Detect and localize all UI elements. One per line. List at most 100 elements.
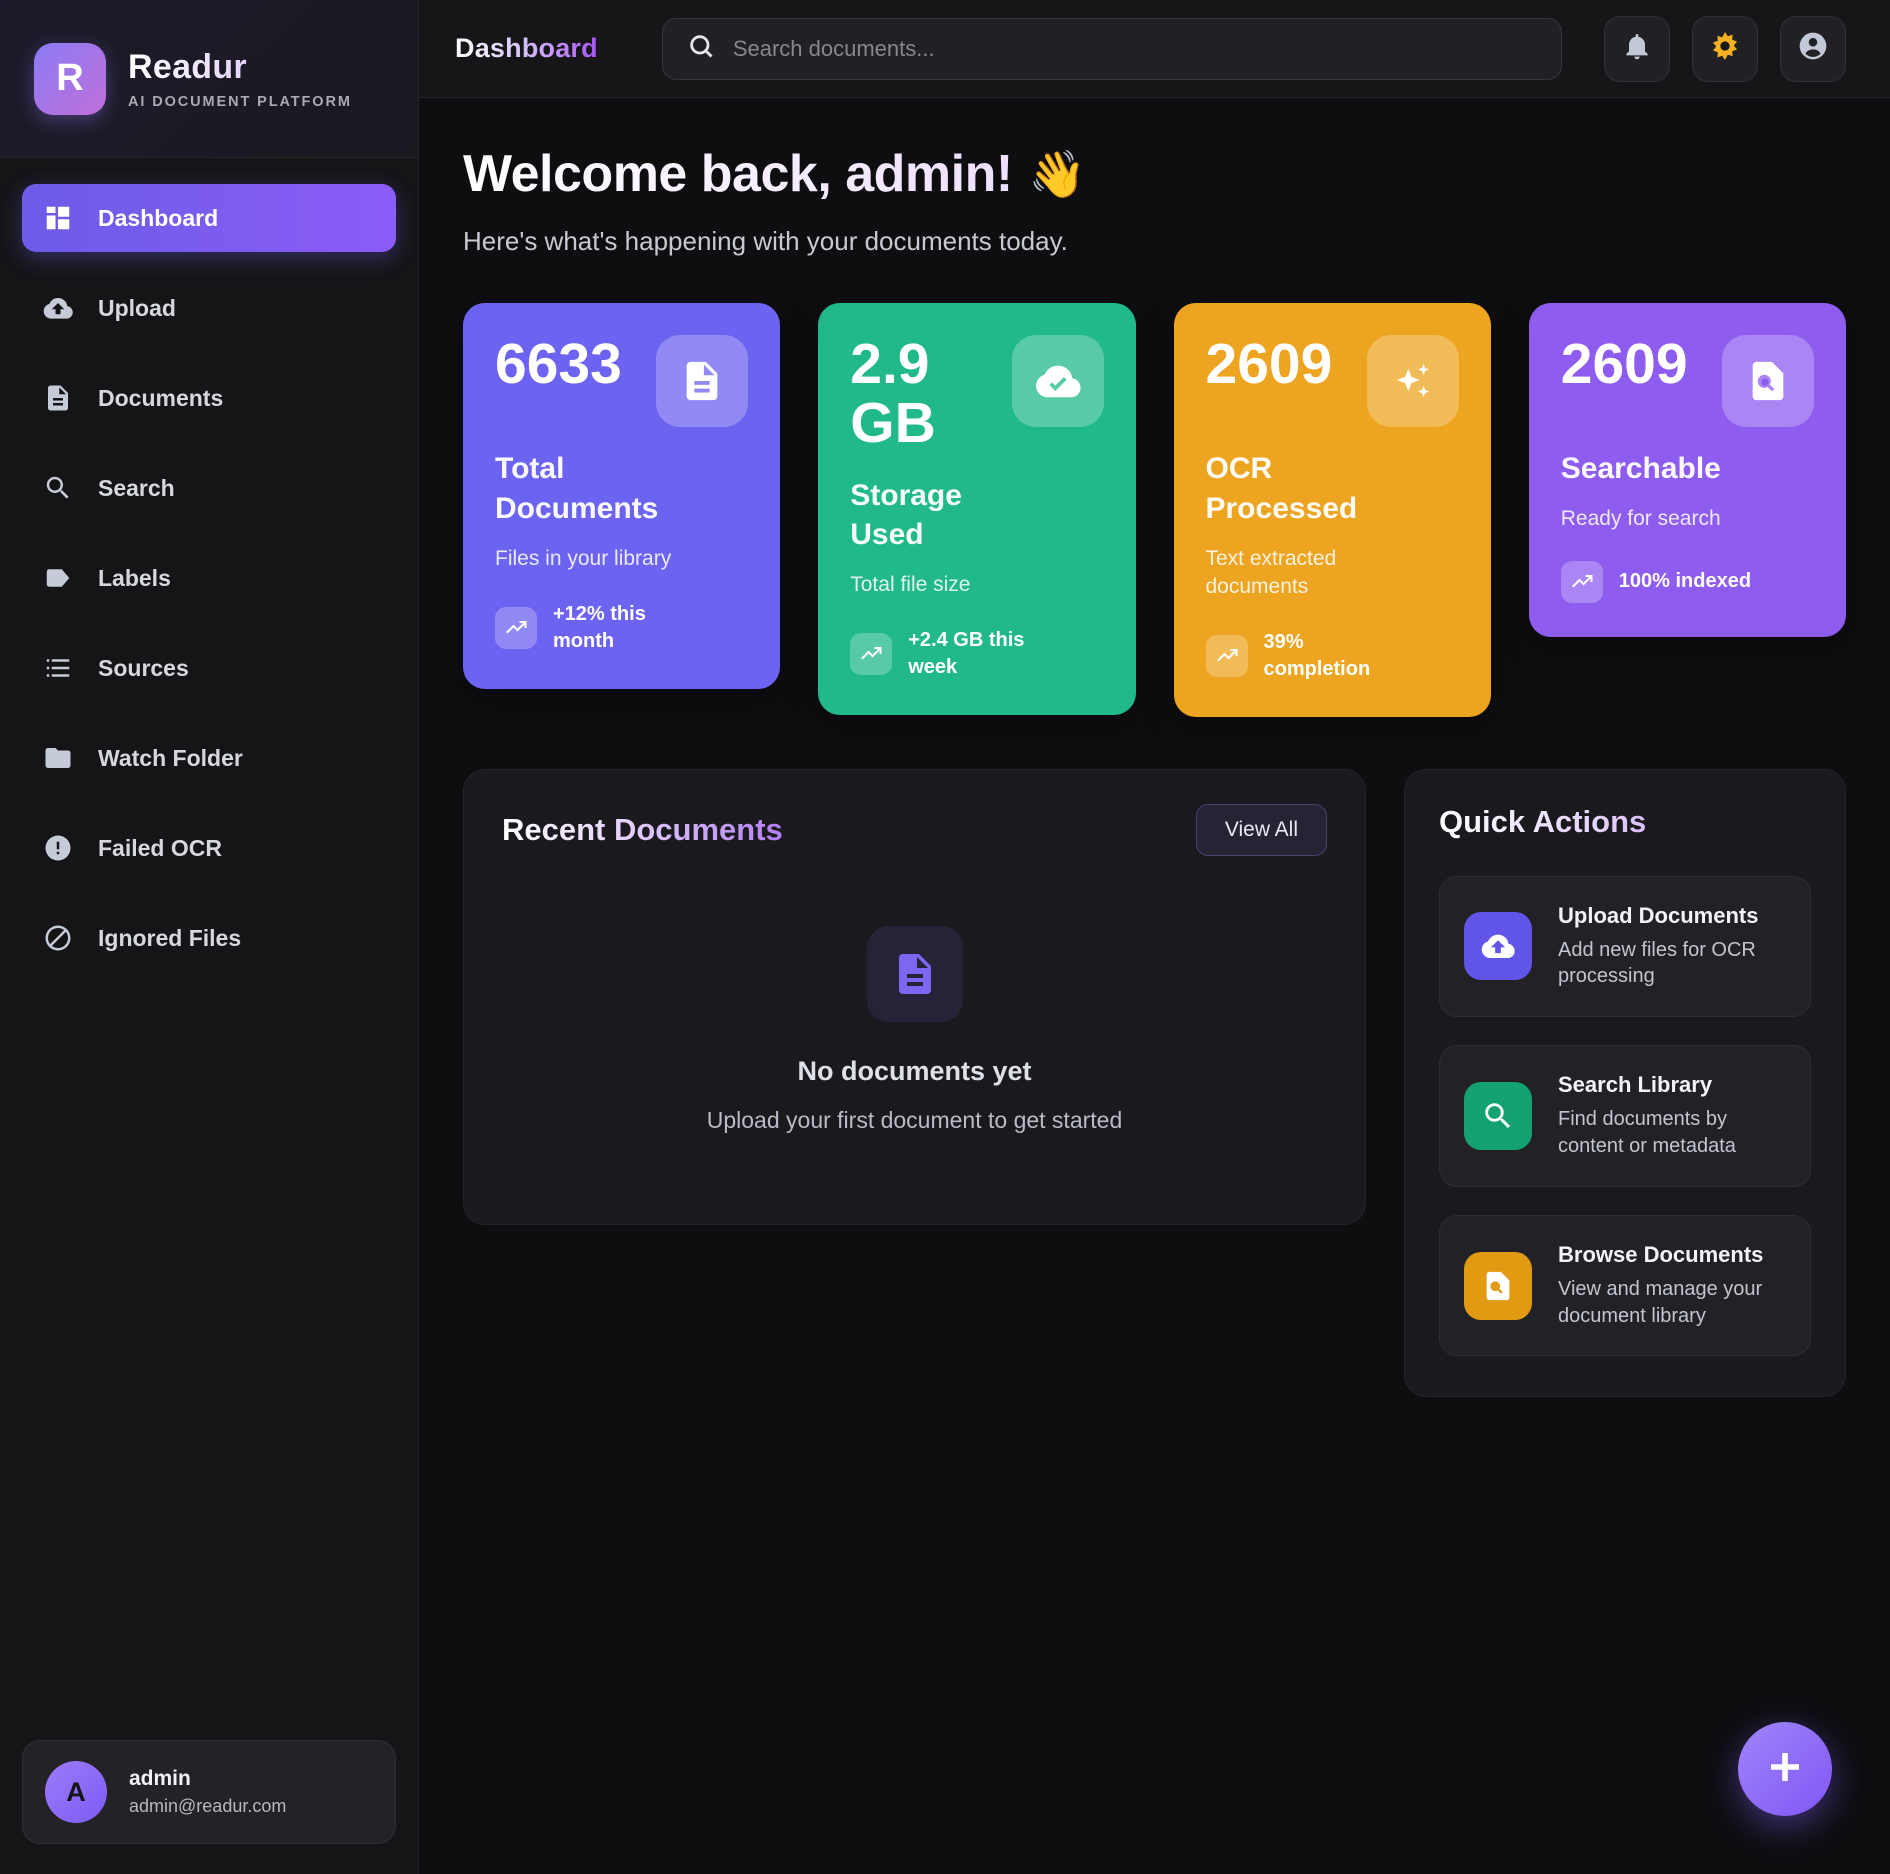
sidebar-item-label: Upload — [98, 294, 176, 321]
quick-action-title: Search Library — [1558, 1072, 1713, 1098]
welcome-subtitle: Here's what's happening with your docume… — [463, 226, 1068, 256]
list-icon — [42, 652, 74, 684]
stat-card-searchable[interactable]: 2609 Searchable Ready for search 100% in… — [1528, 303, 1846, 637]
wave-hand-icon: 👋 — [1028, 147, 1086, 200]
sidebar-item-sources[interactable]: Sources — [22, 634, 396, 702]
sidebar-item-upload[interactable]: Upload — [22, 274, 396, 342]
stat-trend: 100% indexed — [1618, 570, 1752, 593]
brand-name: Readur — [128, 48, 352, 87]
main-area: Dashboard Welcome back, admin! � — [419, 0, 1890, 1874]
theme-toggle-button[interactable] — [1692, 15, 1758, 82]
empty-state-subtitle: Upload your first document to get starte… — [706, 1106, 1123, 1133]
quick-action-description: Add new files for OCR processing — [1558, 938, 1756, 988]
stat-card-total-documents[interactable]: 6633 Total Documents Files in your libra… — [463, 303, 781, 689]
brand-logo: R — [34, 42, 106, 115]
brand-tagline: AI DOCUMENT PLATFORM — [128, 93, 352, 110]
dashboard-content: Welcome back, admin! 👋 Here's what's hap… — [419, 98, 1890, 1874]
sidebar-item-failed-ocr[interactable]: Failed OCR — [22, 814, 396, 882]
stat-description: Total file size — [850, 573, 971, 597]
recent-documents-panel: Recent Documents View All No documents y… — [463, 768, 1366, 1225]
search-icon — [687, 32, 715, 65]
stat-cards: 6633 Total Documents Files in your libra… — [463, 303, 1846, 717]
cloud-upload-icon — [1464, 912, 1532, 981]
sparkles-icon — [1366, 335, 1459, 427]
sun-icon — [1709, 30, 1741, 67]
user-profile-card[interactable]: A admin admin@readur.com — [22, 1740, 396, 1844]
stat-value: 6633 — [495, 332, 622, 396]
stat-trend: +2.4 GB this week — [908, 629, 1025, 679]
sidebar-item-label: Ignored Files — [98, 924, 242, 951]
recent-documents-empty-state: No documents yet Upload your first docum… — [502, 856, 1327, 1178]
trending-up-icon — [495, 606, 537, 649]
global-search[interactable] — [661, 17, 1562, 80]
sidebar-item-label: Failed OCR — [98, 834, 222, 861]
stat-value: 2609 — [1560, 332, 1688, 396]
search-input[interactable] — [732, 35, 1537, 62]
trending-up-icon — [850, 633, 893, 676]
cloud-check-icon — [1011, 335, 1104, 427]
stat-card-storage-used[interactable]: 2.9 GB Storage Used Total file size +2.4… — [818, 303, 1136, 716]
account-button[interactable] — [1780, 15, 1846, 82]
sidebar-item-watch-folder[interactable]: Watch Folder — [22, 724, 396, 792]
welcome-heading: Welcome back, admin! 👋 — [463, 144, 1846, 204]
recent-documents-title: Recent Documents — [502, 811, 783, 847]
quick-action-description: Find documents by content or metadata — [1558, 1108, 1736, 1158]
document-icon — [866, 925, 963, 1022]
notifications-button[interactable] — [1604, 15, 1670, 82]
page-title: Dashboard — [455, 33, 598, 63]
sidebar-item-labels[interactable]: Labels — [22, 544, 396, 612]
dashboard-panels: Recent Documents View All No documents y… — [463, 768, 1846, 1398]
stat-description: Ready for search — [1560, 506, 1721, 530]
tag-icon — [42, 562, 74, 594]
sidebar-item-label: Search — [98, 474, 175, 501]
stat-card-ocr-processed[interactable]: 2609 OCR Processed Text extracted docume… — [1173, 303, 1491, 717]
empty-state-title: No documents yet — [797, 1055, 1032, 1086]
sidebar-item-label: Documents — [98, 384, 224, 411]
plus-icon — [1764, 1746, 1806, 1793]
stat-value: 2.9 GB — [850, 332, 936, 456]
quick-actions-panel: Quick Actions Upload Documents Add new f… — [1404, 768, 1846, 1398]
stat-description: Text extracted documents — [1205, 546, 1337, 598]
account-circle-icon — [1797, 30, 1829, 67]
sidebar-nav: Dashboard Upload Documents Search Labels… — [0, 158, 418, 1716]
sidebar: R Readur AI DOCUMENT PLATFORM Dashboard … — [0, 0, 419, 1874]
sidebar-item-label: Watch Folder — [98, 744, 243, 771]
trending-up-icon — [1205, 634, 1248, 677]
alert-circle-icon — [42, 832, 74, 864]
search-icon — [1464, 1082, 1532, 1151]
folder-icon — [42, 742, 74, 774]
topbar: Dashboard — [419, 0, 1890, 98]
add-document-fab[interactable] — [1738, 1722, 1832, 1816]
quick-action-search-library[interactable]: Search Library Find documents by content… — [1439, 1045, 1811, 1187]
welcome-text: Welcome back, admin! — [463, 145, 1013, 203]
search-icon — [42, 472, 74, 504]
quick-action-title: Browse Documents — [1558, 1241, 1764, 1267]
stat-trend: +12% this month — [553, 602, 646, 652]
sidebar-item-documents[interactable]: Documents — [22, 364, 396, 432]
sidebar-item-dashboard[interactable]: Dashboard — [22, 184, 396, 252]
sidebar-item-label: Sources — [98, 654, 189, 681]
stat-trend: 39% completion — [1263, 630, 1371, 680]
user-name: admin — [129, 1767, 191, 1790]
sidebar-item-ignored-files[interactable]: Ignored Files — [22, 904, 396, 972]
stat-label: OCR Processed — [1205, 452, 1358, 525]
view-all-button[interactable]: View All — [1195, 803, 1327, 856]
quick-action-description: View and manage your document library — [1558, 1277, 1763, 1327]
avatar: A — [45, 1761, 107, 1823]
brand-header: R Readur AI DOCUMENT PLATFORM — [0, 0, 418, 158]
sidebar-item-search[interactable]: Search — [22, 454, 396, 522]
cloud-upload-icon — [42, 292, 74, 324]
stat-label: Storage Used — [850, 478, 962, 552]
quick-action-browse-documents[interactable]: Browse Documents View and manage your do… — [1439, 1214, 1811, 1357]
quick-action-upload-documents[interactable]: Upload Documents Add new files for OCR p… — [1439, 875, 1811, 1018]
user-email: admin@readur.com — [129, 1796, 287, 1816]
bell-icon — [1621, 30, 1653, 67]
stat-description: Files in your library — [495, 546, 672, 570]
document-search-icon — [1464, 1251, 1532, 1320]
sidebar-footer: A admin admin@readur.com — [0, 1716, 418, 1874]
sidebar-item-label: Labels — [98, 564, 171, 591]
quick-action-title: Upload Documents — [1558, 902, 1759, 928]
stat-value: 2609 — [1205, 332, 1333, 396]
stat-label: Total Documents — [495, 452, 659, 525]
